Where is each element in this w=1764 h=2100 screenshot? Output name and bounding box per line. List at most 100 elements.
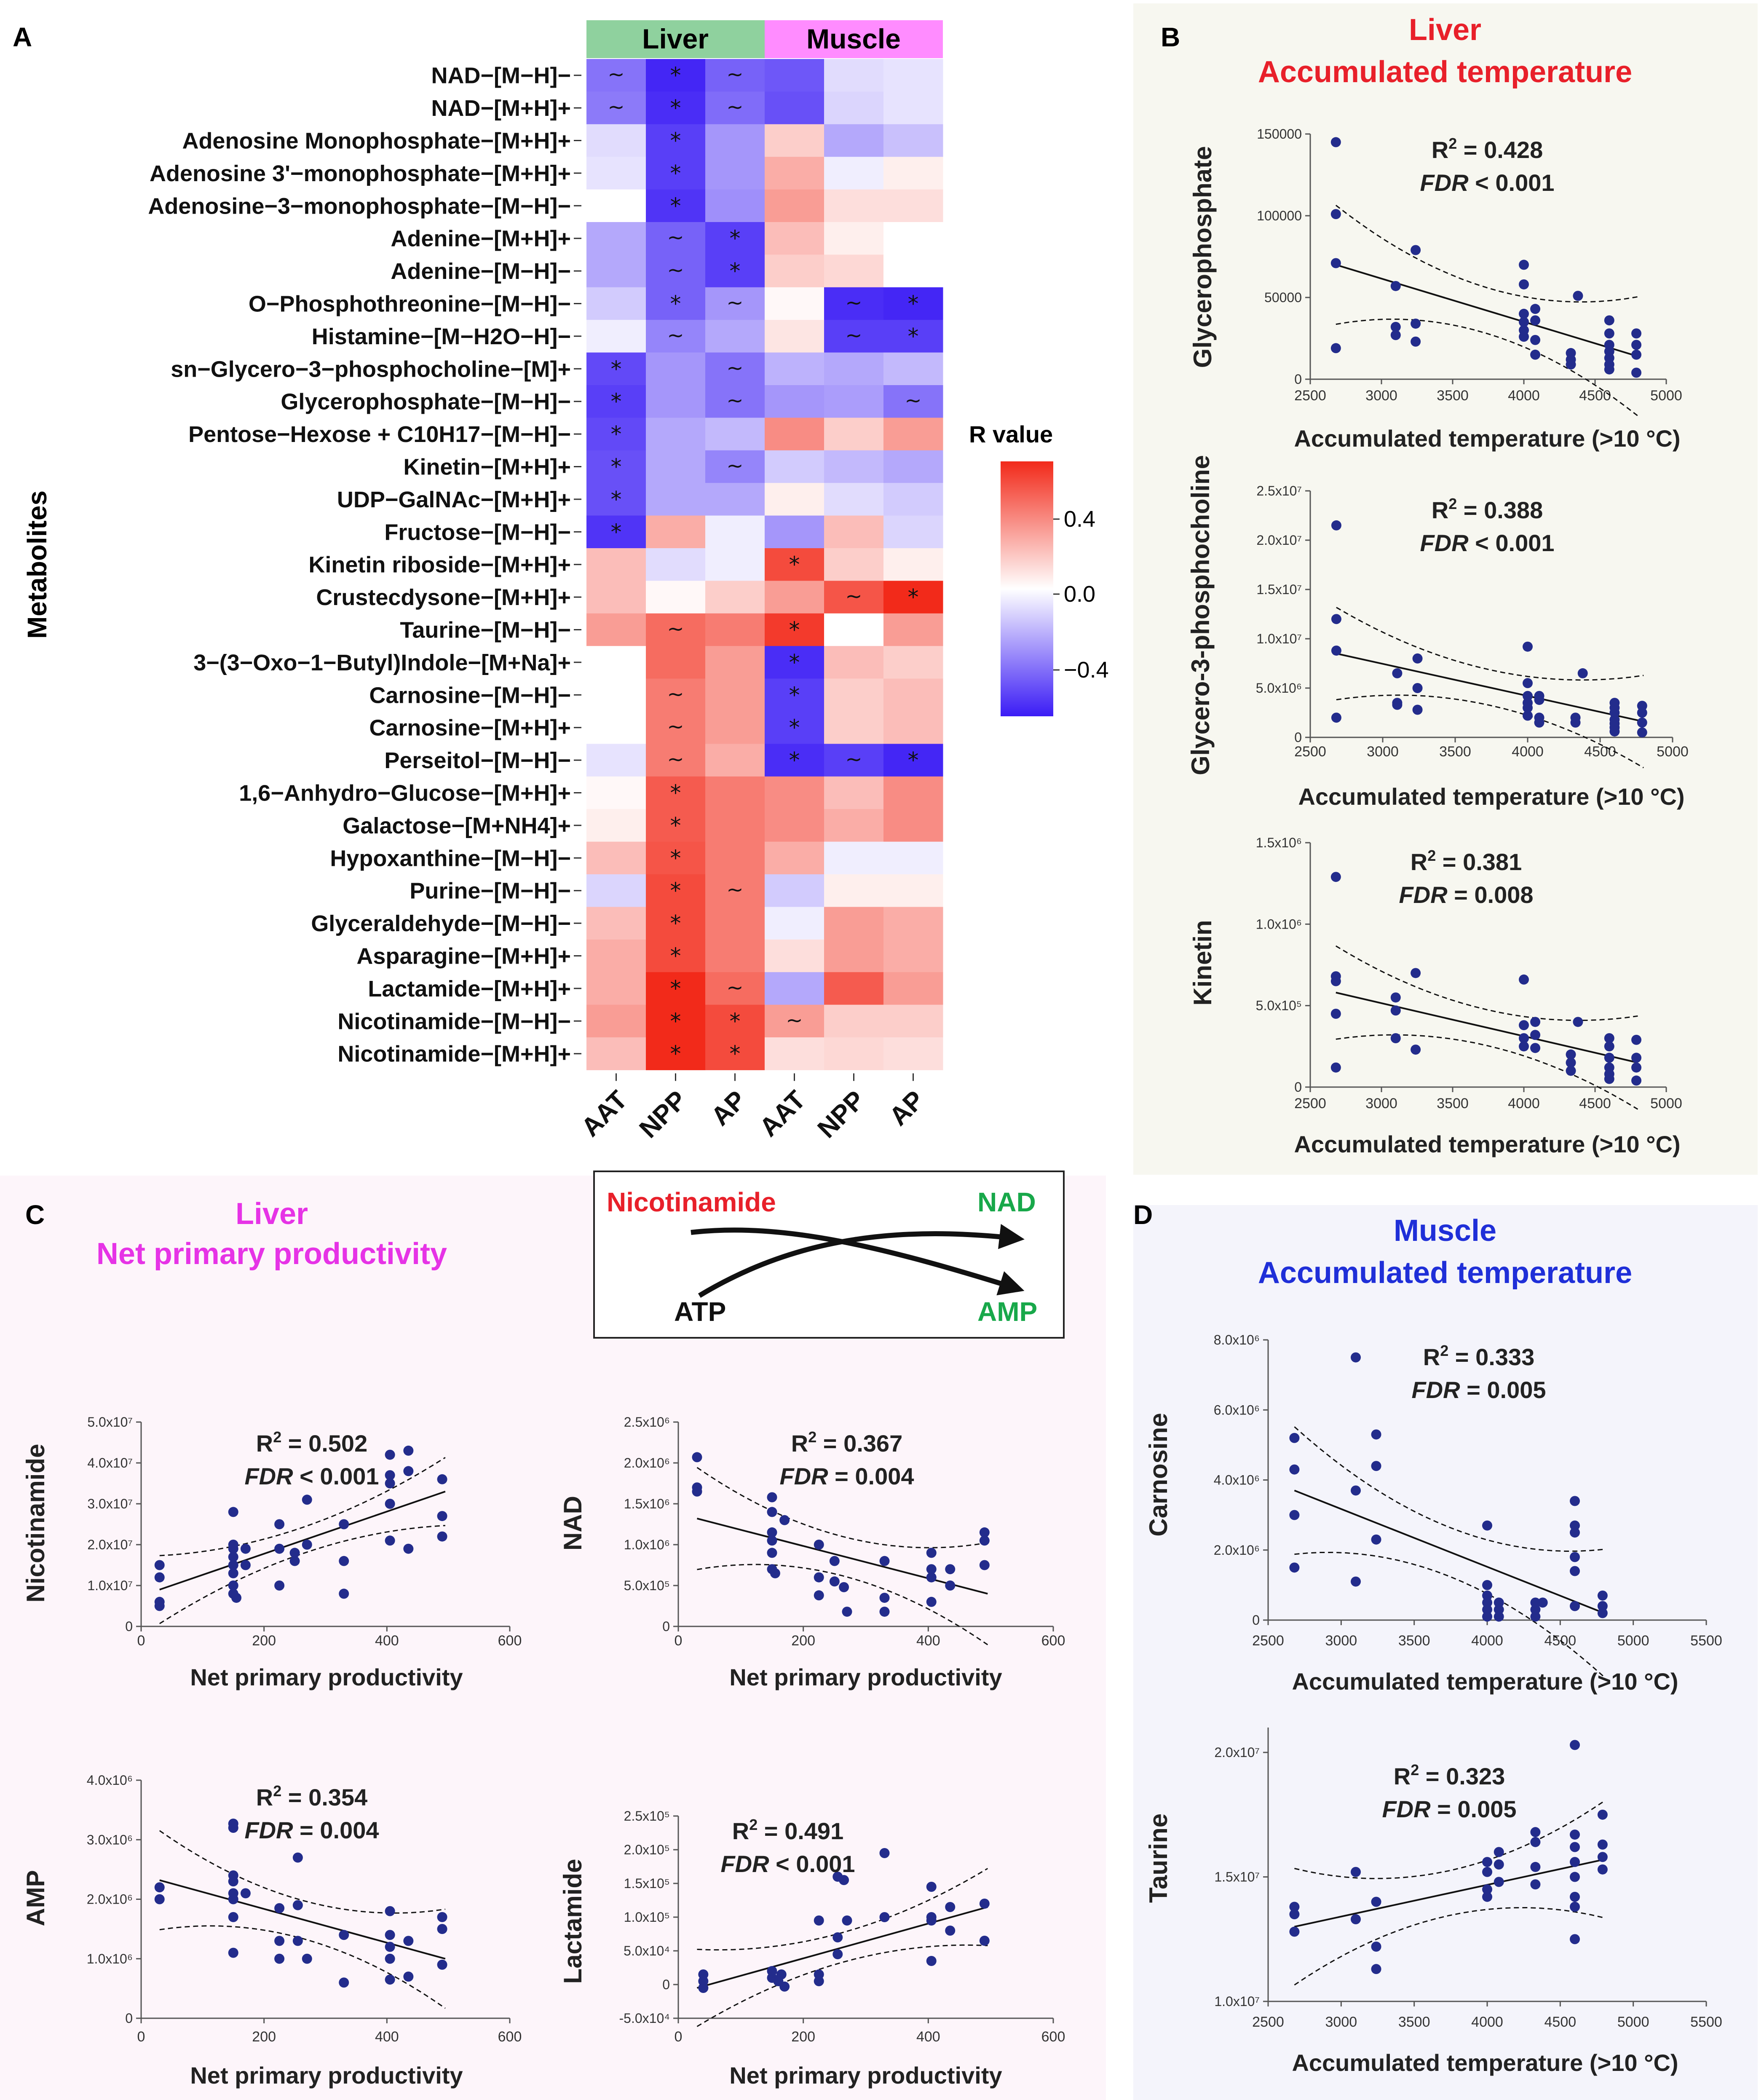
- y-tick-label: 3.0x10⁷: [87, 1496, 133, 1511]
- heatmap-cell: [883, 972, 943, 1005]
- r-squared-label: R2 = 0.491: [732, 1816, 843, 1844]
- data-point: [385, 1974, 395, 1985]
- heatmap-cell: [646, 874, 706, 907]
- x-tick-label: 4500: [1584, 744, 1616, 760]
- data-point: [1570, 717, 1581, 728]
- x-tick-label: 2500: [1252, 2014, 1284, 2030]
- data-point: [1631, 328, 1642, 339]
- data-point: [274, 1903, 285, 1913]
- data-point: [1482, 1857, 1492, 1867]
- y-tick-label: 4.0x10⁷: [87, 1455, 133, 1471]
- heatmap-header-liver-bg: [586, 20, 765, 58]
- data-point: [1566, 359, 1576, 370]
- heatmap-cell: [586, 450, 646, 483]
- significance-tilde: ~: [667, 617, 684, 641]
- heatmap-cell: [824, 548, 884, 581]
- confidence-band-lower: [159, 1525, 445, 1624]
- data-point: [692, 1452, 702, 1462]
- significance-star: *: [670, 846, 681, 871]
- data-point: [1570, 1872, 1580, 1882]
- data-point: [228, 1894, 238, 1904]
- heatmap-row-label: Carnosine−[M+H]+: [369, 715, 571, 741]
- y-tick-label: 5.0x10⁵: [624, 1578, 670, 1593]
- data-point: [437, 1912, 447, 1922]
- heatmap-cell: [705, 287, 765, 320]
- significance-star: *: [789, 552, 800, 578]
- data-point: [289, 1548, 300, 1558]
- data-point: [1519, 308, 1529, 319]
- data-point: [1390, 321, 1401, 332]
- data-point: [1570, 1520, 1580, 1531]
- y-tick-label: 1.5x10⁷: [1256, 582, 1302, 597]
- heatmap-cell: [586, 874, 646, 907]
- significance-tilde: ~: [905, 389, 921, 412]
- significance-tilde: ~: [667, 682, 684, 706]
- x-tick-label: 4000: [1512, 744, 1544, 760]
- confidence-band-lower: [1294, 1907, 1604, 1986]
- heatmap-cell: [586, 809, 646, 842]
- data-point: [1392, 699, 1403, 710]
- x-tick-label: 2500: [1294, 388, 1326, 404]
- heatmap-cell: [646, 1004, 706, 1038]
- scatter-lactamide: 0 200 400 600 -5.0x10⁴ 0 5.0x10⁴ 1.0x10⁵ 1.5x10⁵…: [559, 1808, 1065, 2089]
- data-point: [879, 1848, 890, 1858]
- heatmap-cell: [586, 320, 646, 353]
- data-point: [1530, 1597, 1541, 1608]
- heatmap-row-label: Carnosine−[M−H]−: [369, 683, 571, 708]
- scatter-taurine: 2500 3000 3500 4000 4500 5000 5500 1.0x10⁷ 1.5x1…: [1144, 1728, 1722, 2076]
- data-point: [1412, 704, 1423, 715]
- heatmap-column-label: NPP: [634, 1085, 692, 1144]
- data-point: [1482, 1604, 1492, 1615]
- data-point: [385, 1535, 395, 1546]
- heatmap-cell: [705, 450, 765, 483]
- heatmap-cell: [765, 1037, 824, 1070]
- heatmap-cell: [824, 646, 884, 679]
- data-point: [1412, 683, 1423, 693]
- heatmap-row-label: Kinetin riboside−[M+H]+: [308, 552, 571, 578]
- data-point: [698, 1983, 709, 1993]
- x-axis-title: Net primary productivity: [729, 2062, 1002, 2089]
- x-tick-label: 3500: [1437, 388, 1469, 404]
- heatmap-cell: [824, 874, 884, 907]
- heatmap-cell: [883, 776, 943, 809]
- y-tick-label: 0: [125, 1619, 133, 1634]
- data-point: [1530, 1837, 1541, 1847]
- data-point: [240, 1888, 251, 1899]
- data-point: [1570, 1527, 1580, 1538]
- y-tick-label: 100000: [1257, 208, 1302, 223]
- heatmap-cell: [705, 1004, 765, 1038]
- heatmap-cell: [646, 222, 706, 255]
- data-point: [1597, 1601, 1608, 1611]
- significance-star: *: [670, 96, 681, 121]
- data-point: [240, 1543, 251, 1554]
- fdr-label: FDR < 0.001: [720, 1851, 855, 1877]
- y-tick-label: 50000: [1264, 290, 1302, 305]
- heatmap-cell: [646, 189, 706, 222]
- data-point: [385, 1449, 395, 1460]
- heatmap-cell: [646, 385, 706, 418]
- heatmap-cell: [765, 515, 824, 549]
- heatmap-row-label: Asparagine−[M+H]+: [356, 944, 571, 969]
- heatmap-cell: [765, 91, 824, 125]
- heatmap-cell: [705, 157, 765, 190]
- panel-letter-a: A: [13, 22, 32, 52]
- data-point: [879, 1607, 890, 1617]
- x-tick-label: 4000: [1508, 1096, 1540, 1112]
- data-point: [1570, 1891, 1580, 1902]
- y-tick-label: 150000: [1257, 126, 1302, 142]
- panel-b-title-1: Liver: [1409, 13, 1481, 47]
- heatmap-row-label: Taurine−[M−H]−: [400, 618, 571, 643]
- significance-star: *: [730, 1042, 741, 1067]
- regression-line: [159, 1879, 446, 1960]
- heatmap-row-label: 1,6−Anhydro−Glucose−[M+H]+: [239, 781, 571, 806]
- data-point: [1412, 653, 1423, 664]
- r-squared-label: R2 = 0.502: [256, 1428, 367, 1457]
- data-point: [1494, 1877, 1504, 1887]
- heatmap-cell: [765, 157, 824, 190]
- data-point: [1570, 1934, 1580, 1945]
- scatter-amp: 0 200 400 600 0 1.0x10⁶ 2.0x10⁶ 3.0x10⁶ 4.0x10⁶ R…: [21, 1773, 522, 2089]
- x-tick-label: 400: [916, 2029, 940, 2045]
- data-point: [842, 1607, 852, 1617]
- data-point: [154, 1894, 165, 1904]
- data-point: [1351, 1485, 1361, 1496]
